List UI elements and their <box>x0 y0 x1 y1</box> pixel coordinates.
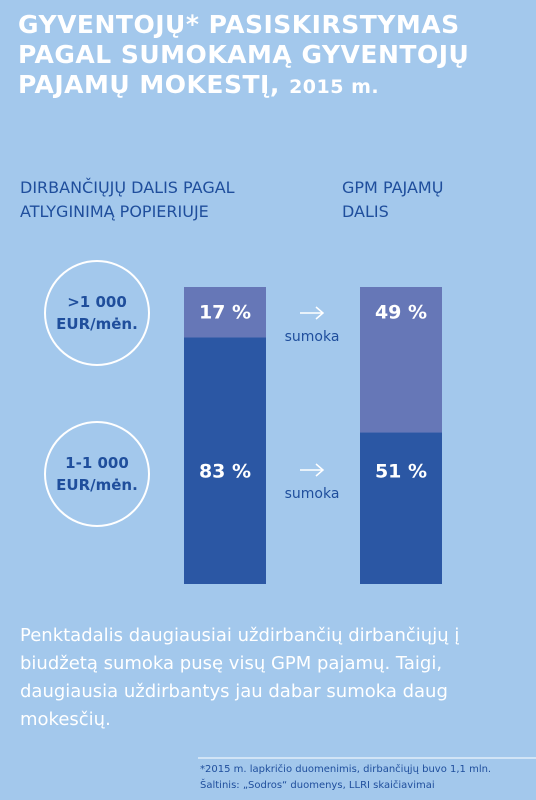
value-label: 49 % <box>375 302 427 324</box>
arrow-label: sumoka <box>285 329 340 345</box>
category-label: DIRBANČIŲJŲ DALIS PAGAL ATLYGINIMĄ POPIE… <box>20 178 235 221</box>
title-line: PAJAMŲ MOKESTĮ, <box>18 70 280 99</box>
legend-circle <box>44 260 150 366</box>
arrow-head <box>315 463 325 477</box>
arrow-label: sumoka <box>285 486 340 502</box>
bar-segment <box>184 337 266 584</box>
legend-circle <box>44 421 150 527</box>
arrow-head <box>315 306 325 320</box>
value-label: 17 % <box>199 302 251 324</box>
legend-entry: 1-1 000 EUR/mėn. <box>56 454 138 494</box>
chart-title: GYVENTOJŲ* PASISKIRSTYMAS PAGAL SUMOKAMĄ … <box>18 10 469 102</box>
value-label: 83 % <box>199 461 251 483</box>
legend-entry: >1 000 EUR/mėn. <box>56 293 138 333</box>
bar-segment <box>184 287 266 338</box>
bar-segment <box>360 287 442 433</box>
footnote: *2015 m. lapkričio duomenimis, dirbančių… <box>200 764 492 775</box>
title-year: 2015 m. <box>289 76 380 98</box>
bar-segment <box>360 432 442 584</box>
footnote: Šaltinis: „Sodros“ duomenys, LLRI skaiči… <box>200 780 435 791</box>
value-label: 51 % <box>375 461 427 483</box>
description: Penktadalis daugiausiai uždirbančių dirb… <box>20 625 460 730</box>
title-line: PAGAL SUMOKAMĄ GYVENTOJŲ <box>18 40 470 69</box>
category-label: GPM PAJAMŲ DALIS <box>342 178 444 221</box>
title-line: GYVENTOJŲ* PASISKIRSTYMAS <box>18 10 460 39</box>
